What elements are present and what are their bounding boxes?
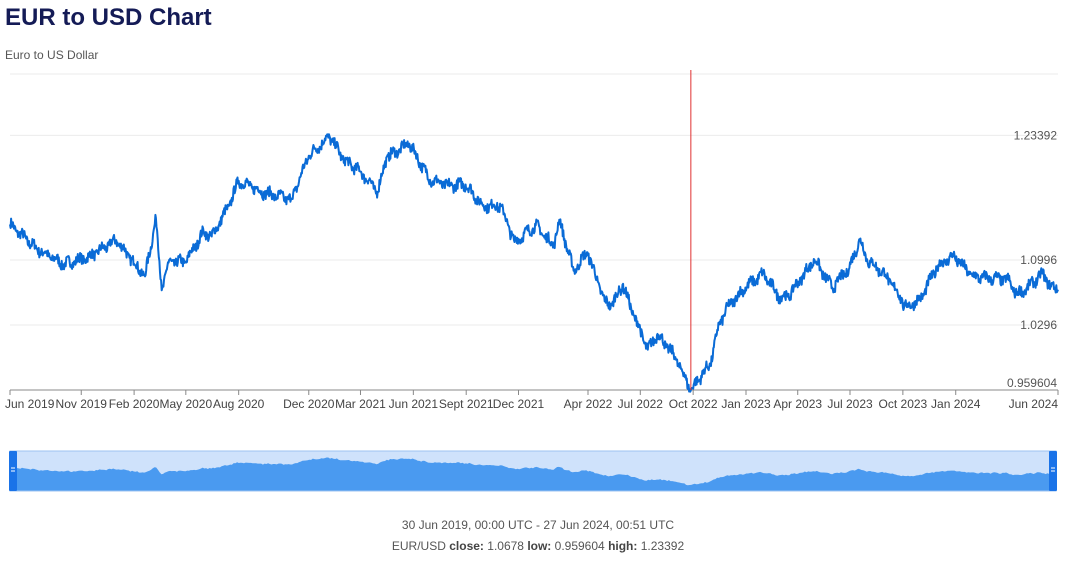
close-value: 1.0678 xyxy=(487,539,524,553)
high-value: 1.23392 xyxy=(640,539,685,553)
grid-lines xyxy=(10,73,1058,326)
y-tick-label: 0.959604 xyxy=(1007,376,1057,390)
x-tick-label: Aug 2020 xyxy=(213,397,265,411)
x-tick-label: Jun 2021 xyxy=(389,397,439,411)
x-tick-label: Apr 2023 xyxy=(773,397,822,411)
pair-label: EUR/USD xyxy=(391,539,446,553)
x-tick-label: Mar 2021 xyxy=(335,397,386,411)
x-axis: Jun 2019 Nov 2019 Feb 2020 May 2020 Aug 2020… xyxy=(5,389,1059,411)
x-tick-label: Dec 2021 xyxy=(493,397,545,411)
x-tick-label: Jan 2023 xyxy=(721,397,771,411)
x-tick-label: Jun 2024 xyxy=(1009,397,1059,411)
x-tick-label: Apr 2022 xyxy=(564,397,613,411)
y-tick-label: 1.0996 xyxy=(1020,253,1057,267)
x-tick-label: Oct 2023 xyxy=(879,397,928,411)
x-tick-label: Oct 2022 xyxy=(669,397,718,411)
y-tick-label: 1.23392 xyxy=(1014,128,1058,142)
y-axis-tick-labels: 1.23392 1.0996 1.0296 0.959604 xyxy=(1007,128,1057,390)
x-tick-label: Nov 2019 xyxy=(56,397,108,411)
chart-subtitle: Euro to US Dollar xyxy=(5,48,99,62)
close-label: close: xyxy=(449,539,484,553)
date-range-readout: 30 Jun 2019, 00:00 UTC - 27 Jun 2024, 00… xyxy=(0,518,1076,532)
x-tick-label: Dec 2020 xyxy=(283,397,335,411)
x-tick-label: Jun 2019 xyxy=(5,397,55,411)
eur-usd-line-chart[interactable]: 1.23392 1.0996 1.0296 0.959604 Jun 2019 Nov … xyxy=(0,0,1076,500)
range-navigator[interactable] xyxy=(9,450,1057,492)
x-tick-label: Feb 2020 xyxy=(109,397,160,411)
y-tick-label: 1.0296 xyxy=(1020,318,1057,332)
date-range-text: 30 Jun 2019, 00:00 UTC - 27 Jun 2024, 00… xyxy=(401,518,675,532)
high-label: high: xyxy=(608,539,638,553)
x-tick-label: Sept 2021 xyxy=(439,397,494,411)
page-title: EUR to USD Chart xyxy=(5,4,212,31)
x-tick-label: Jul 2022 xyxy=(618,397,664,411)
eur-usd-series-line xyxy=(9,133,1059,393)
low-label: low: xyxy=(527,539,552,553)
low-value: 0.959604 xyxy=(554,539,605,553)
x-tick-label: Jan 2024 xyxy=(931,397,981,411)
price-stats-readout: EUR/USD close: 1.0678 low: 0.959604 high… xyxy=(0,539,1076,553)
price-line-layer xyxy=(9,133,1059,393)
x-tick-label: May 2020 xyxy=(159,397,212,411)
x-tick-label: Jul 2023 xyxy=(827,397,873,411)
navigator-area xyxy=(10,457,1056,491)
